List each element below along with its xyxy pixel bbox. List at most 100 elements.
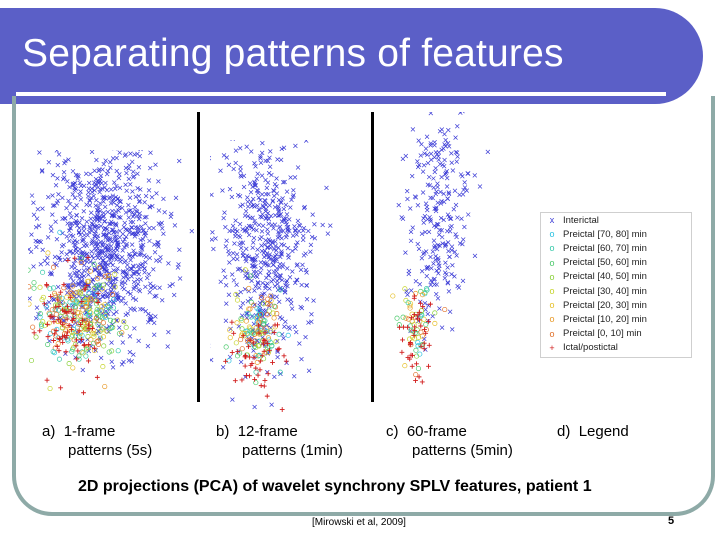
scatter-point	[173, 195, 179, 201]
scatter-point	[407, 305, 413, 311]
scatter-point	[37, 284, 43, 290]
scatter-point	[107, 276, 113, 281]
scatter-point	[107, 270, 112, 276]
scatter-point	[136, 266, 142, 272]
panel-label: a)	[42, 423, 56, 440]
scatter-point	[240, 240, 246, 245]
scatter-point	[126, 215, 132, 220]
scatter-point	[269, 279, 274, 284]
scatter-point	[145, 319, 151, 325]
scatter-point	[86, 229, 92, 235]
scatter-point	[277, 276, 282, 281]
scatter-point	[80, 317, 85, 323]
scatter-point	[231, 256, 236, 261]
scatter-point	[102, 226, 108, 231]
scatter-point	[234, 297, 241, 303]
scatter-point	[447, 229, 453, 234]
scatter-point	[273, 239, 278, 244]
scatter-point	[40, 206, 45, 211]
scatter-point	[91, 345, 97, 351]
scatter-point	[276, 331, 282, 337]
scatter-point	[278, 371, 283, 377]
scatter-point	[69, 214, 74, 220]
scatter-point	[133, 297, 139, 303]
scatter-point	[253, 369, 259, 375]
scatter-point	[424, 204, 430, 210]
scatter-point	[432, 310, 438, 316]
scatter-point	[96, 216, 102, 221]
scatter-point	[137, 199, 142, 205]
scatter-point	[295, 218, 301, 224]
scatter-point	[114, 309, 119, 315]
scatter-point	[143, 233, 148, 238]
scatter-point	[431, 185, 437, 190]
scatter-point	[103, 246, 108, 251]
scatter-point	[244, 311, 249, 316]
scatter-point	[29, 232, 34, 237]
scatter-point	[87, 312, 93, 319]
scatter-point	[286, 324, 291, 330]
scatter-point	[410, 127, 416, 132]
scatter-point	[102, 204, 108, 210]
scatter-point	[235, 228, 240, 234]
scatter-point	[282, 324, 287, 329]
scatter-point	[262, 338, 268, 344]
scatter-point	[90, 238, 95, 243]
scatter-point	[67, 289, 73, 295]
scatter-point	[97, 201, 103, 206]
scatter-point	[94, 157, 99, 163]
legend-item: o Preictal [70, 80] min	[541, 227, 691, 241]
scatter-point	[239, 313, 245, 318]
scatter-point	[247, 337, 253, 343]
scatter-point	[258, 270, 263, 275]
scatter-point	[234, 282, 239, 288]
scatter-point	[69, 334, 75, 340]
scatter-point	[122, 220, 128, 226]
scatter-point	[105, 294, 110, 299]
scatter-point	[88, 216, 94, 222]
scatter-point	[289, 197, 294, 203]
scatter-point	[446, 144, 452, 149]
scatter-point	[176, 262, 181, 267]
scatter-point	[257, 311, 264, 318]
scatter-point	[253, 365, 259, 371]
scatter-point	[309, 234, 315, 240]
scatter-point	[138, 306, 143, 312]
scatter-point	[53, 219, 58, 224]
scatter-point	[249, 361, 255, 366]
scatter-point	[56, 356, 62, 362]
scatter-point	[86, 358, 91, 364]
scatter-point	[114, 317, 121, 323]
scatter-point	[148, 281, 153, 286]
scatter-point	[264, 393, 270, 399]
scatter-point	[93, 240, 99, 245]
scatter-point	[90, 297, 95, 303]
scatter-point	[53, 182, 59, 188]
scatter-point	[485, 149, 491, 155]
scatter-point	[45, 341, 51, 348]
scatter-point	[255, 372, 261, 378]
scatter-point	[114, 269, 119, 274]
scatter-point	[288, 175, 293, 180]
scatter-point	[68, 275, 74, 280]
legend-label: Ictal/postictal	[563, 342, 618, 354]
scatter-point	[453, 202, 459, 208]
scatter-point	[303, 334, 308, 340]
scatter-point	[35, 207, 41, 212]
scatter-point	[231, 278, 237, 283]
scatter-point	[57, 257, 63, 263]
scatter-point	[424, 134, 430, 139]
scatter-point	[455, 123, 460, 129]
scatter-point	[417, 282, 423, 287]
scatter-point	[31, 200, 36, 206]
scatter-point	[424, 273, 430, 279]
scatter-point	[294, 232, 299, 237]
scatter-point	[255, 247, 260, 252]
scatter-point	[119, 205, 125, 211]
scatter-point	[94, 298, 100, 304]
scatter-point	[60, 307, 65, 313]
scatter-point	[240, 300, 246, 306]
scatter-point	[241, 184, 247, 190]
scatter-point	[87, 268, 93, 274]
scatter-point	[272, 205, 278, 210]
